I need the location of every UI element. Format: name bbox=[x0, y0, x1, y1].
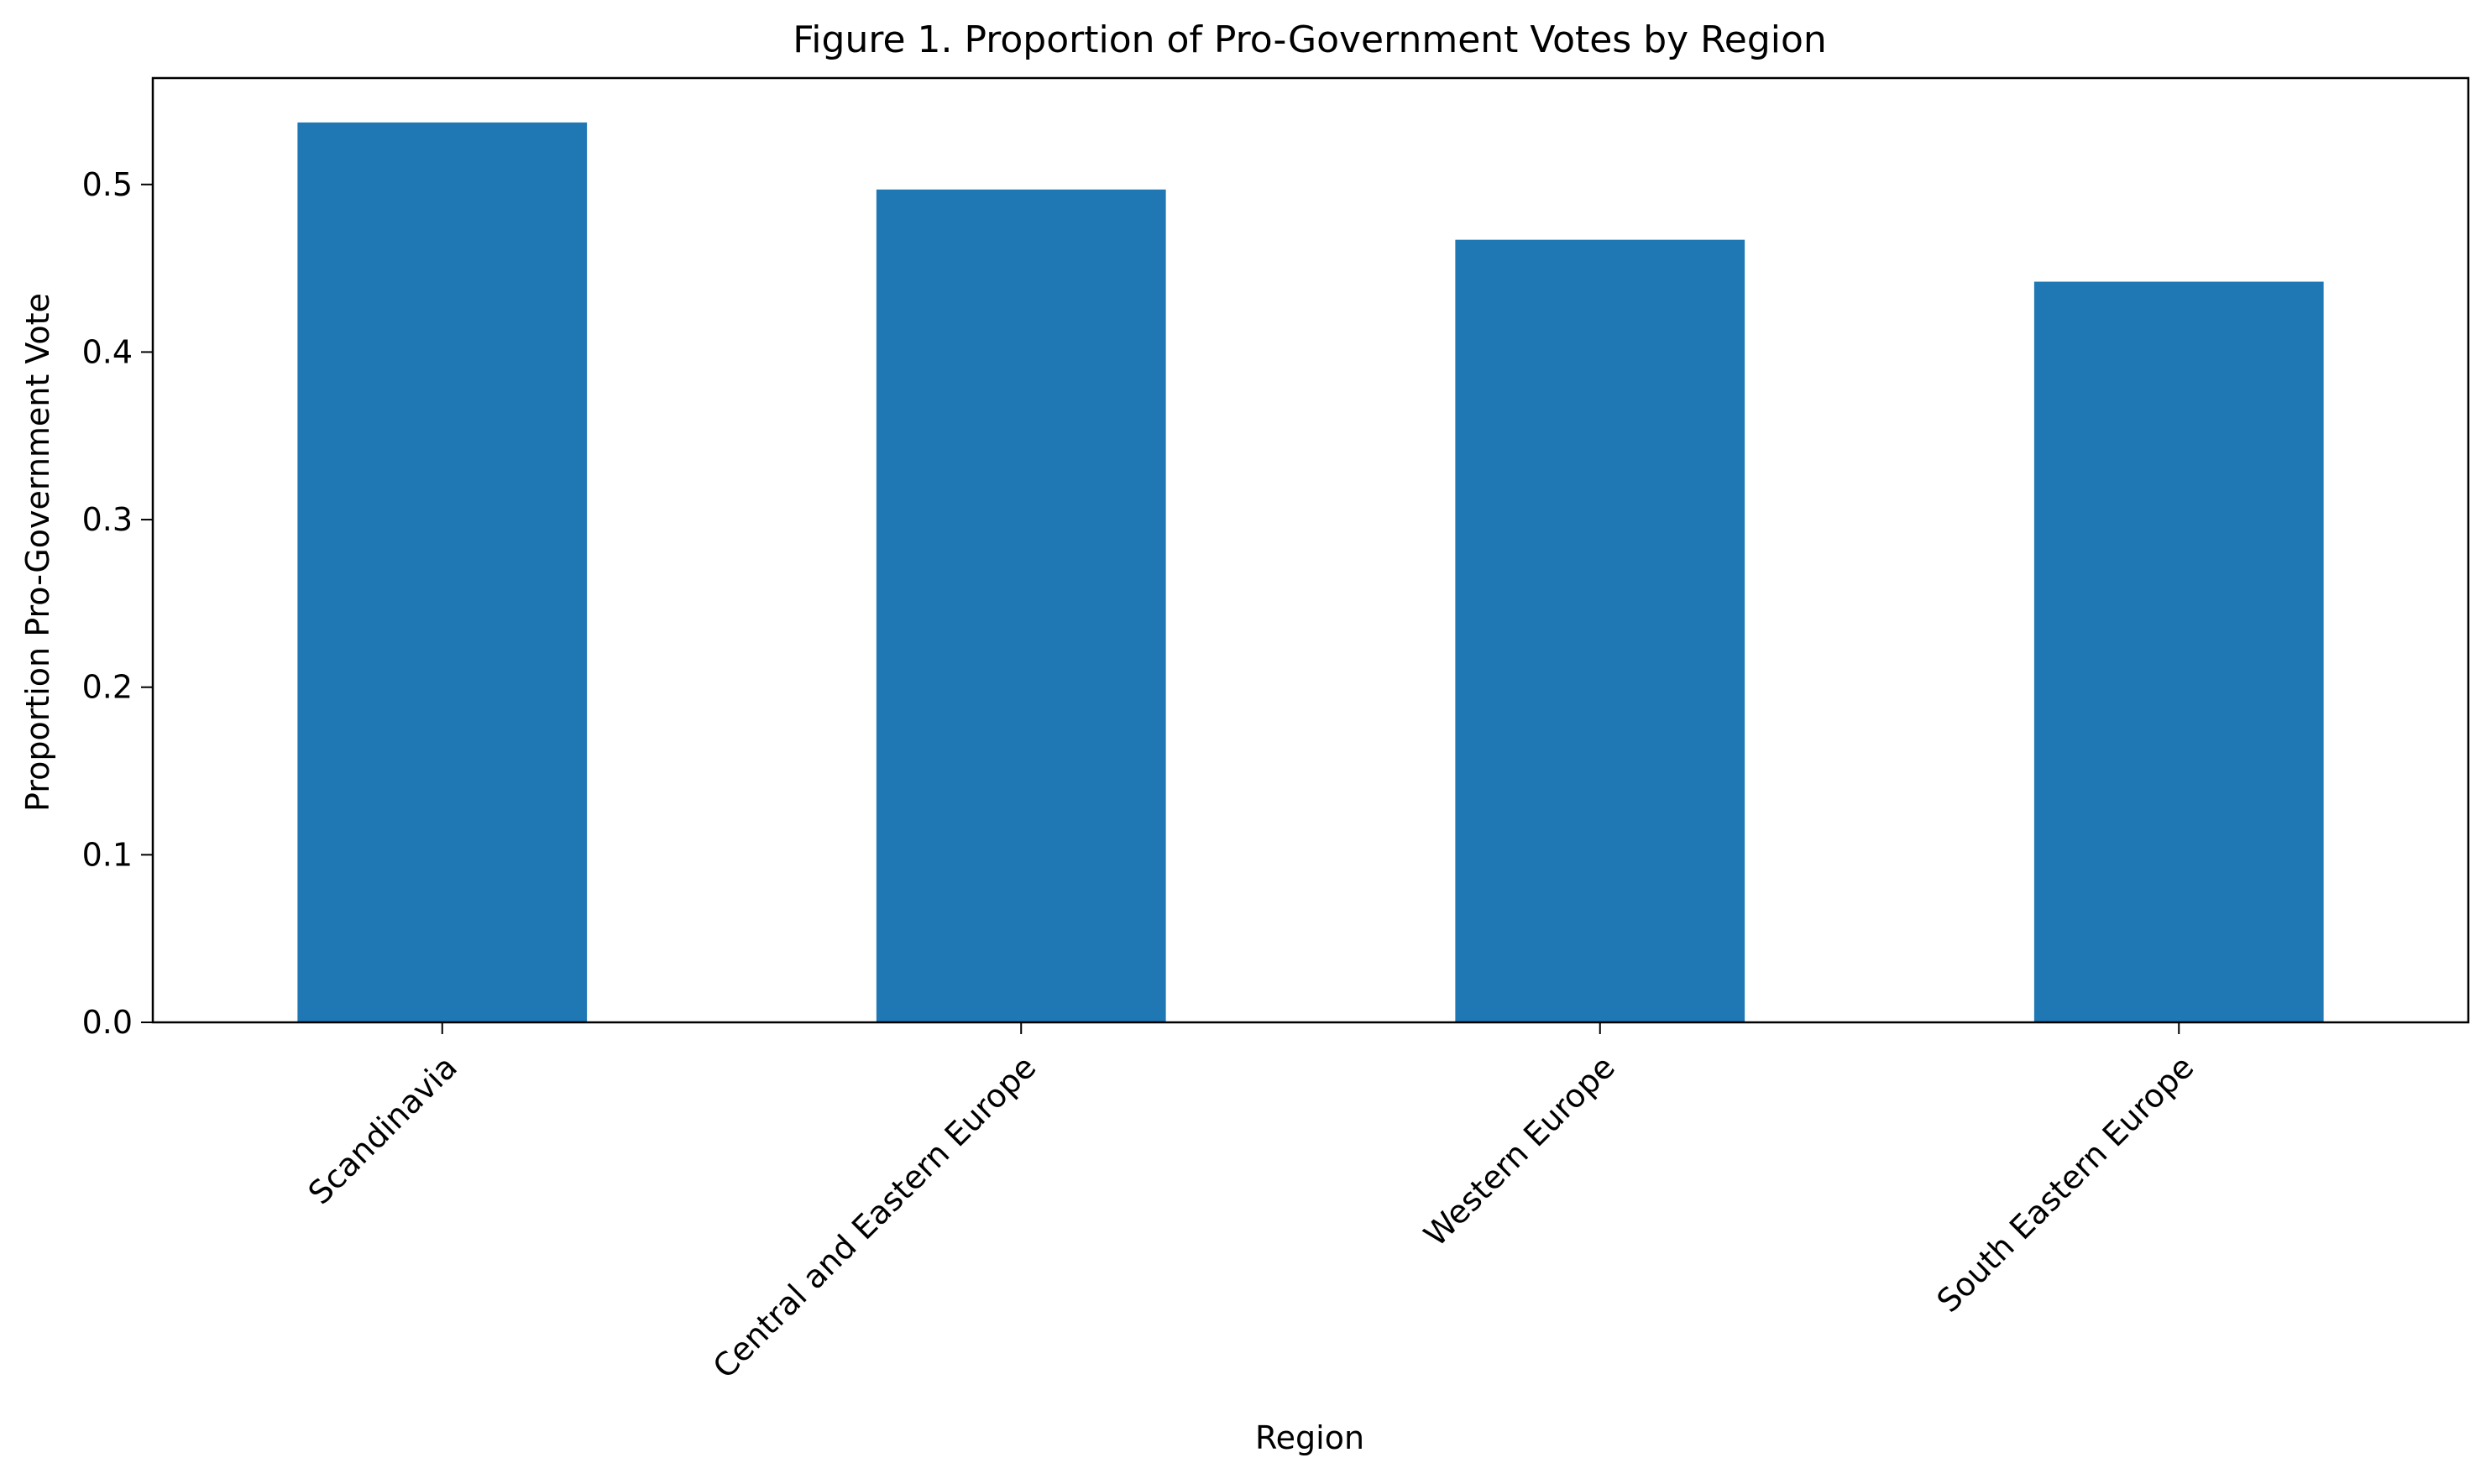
bar-western-europe bbox=[1455, 239, 1745, 1022]
y-tick-label: 0.5 bbox=[82, 166, 133, 203]
y-tick-label: 0.0 bbox=[82, 1004, 133, 1041]
bar-central-and-eastern-europe bbox=[876, 189, 1166, 1022]
y-tick-label: 0.1 bbox=[82, 836, 133, 873]
y-tick-label: 0.4 bbox=[82, 333, 133, 370]
chart-title: Figure 1. Proportion of Pro-Government V… bbox=[793, 18, 1827, 61]
x-axis-label: Region bbox=[1255, 1419, 1364, 1456]
bar-scandinavia bbox=[297, 122, 588, 1022]
bar-south-eastern-europe bbox=[2033, 281, 2324, 1022]
y-tick-label: 0.2 bbox=[82, 669, 133, 706]
y-axis-label: Proportion Pro-Government Vote bbox=[19, 293, 56, 812]
plot-frame bbox=[151, 76, 2470, 1024]
bars-layer bbox=[297, 122, 2324, 1022]
y-tick-label: 0.3 bbox=[82, 501, 133, 538]
